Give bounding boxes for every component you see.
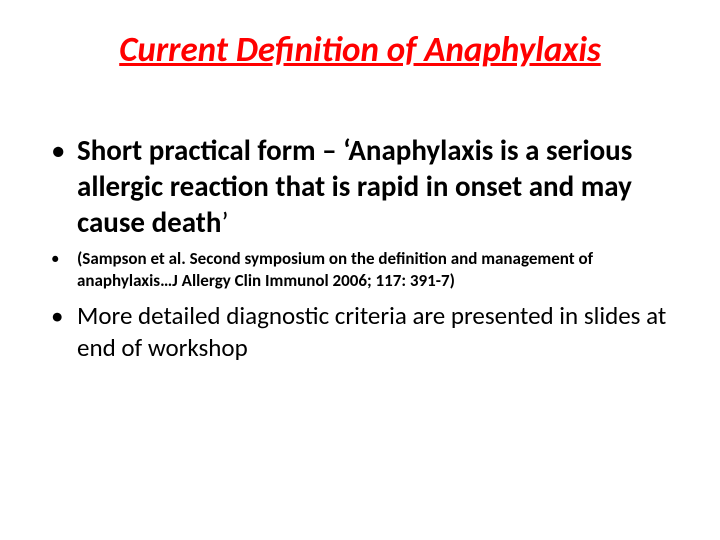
slide-title: Current Definition of Anaphylaxis xyxy=(45,30,675,70)
bullet-text: More detailed diagnostic criteria are pr… xyxy=(77,300,666,362)
bullet-text: Short practical form – ‘Anaphylaxis is a… xyxy=(77,132,632,240)
bullet-list: Short practical form – ‘Anaphylaxis is a… xyxy=(45,132,675,363)
slide: Current Definition of Anaphylaxis Short … xyxy=(0,0,720,540)
bullet-item: (Sampson et al. Second symposium on the … xyxy=(45,248,675,292)
bullet-item: Short practical form – ‘Anaphylaxis is a… xyxy=(45,132,675,240)
bullet-item: More detailed diagnostic criteria are pr… xyxy=(45,300,675,363)
bullet-apostrophe: ’ xyxy=(221,204,228,240)
bullet-text: (Sampson et al. Second symposium on the … xyxy=(77,248,593,291)
